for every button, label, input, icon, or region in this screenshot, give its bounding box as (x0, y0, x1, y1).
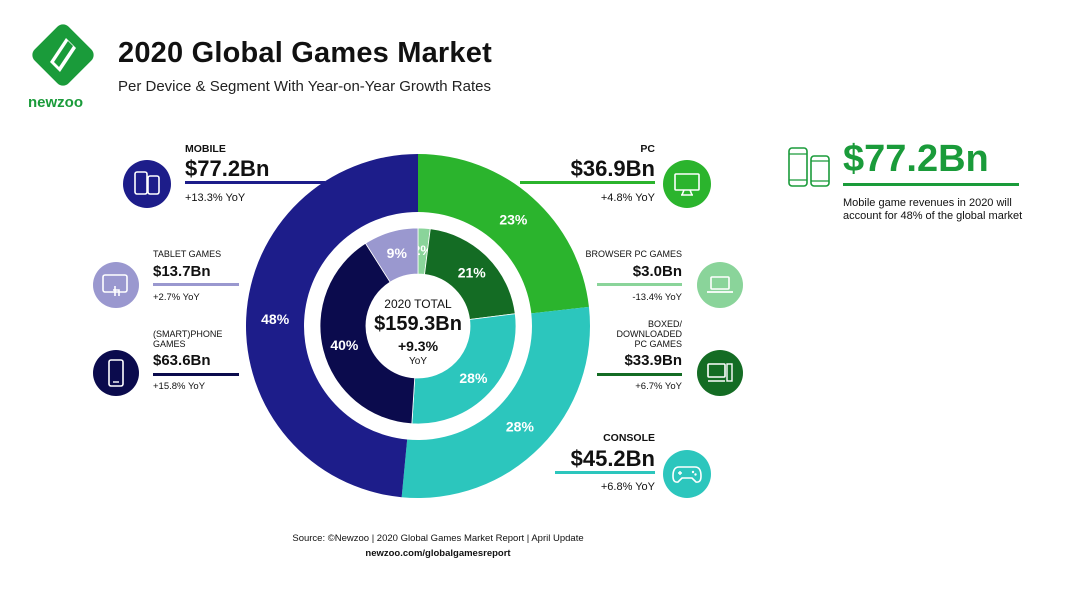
pc-label: PC (640, 143, 655, 155)
desktop-pc-icon (707, 363, 733, 382)
source-url: newzoo.com/globalgamesreport (365, 548, 511, 559)
mobile-value: $77.2Bn (185, 156, 270, 181)
monitor-icon (674, 173, 700, 196)
center-total-label: 2020 TOTAL (384, 297, 452, 311)
center-growth-value: +9.3% (397, 338, 439, 354)
outer-ring-slice-console (401, 306, 590, 498)
browser-value: $3.0Bn (632, 263, 682, 280)
console-value: $45.2Bn (570, 446, 655, 471)
boxed-label-line1: BOXED/ (647, 319, 682, 329)
smartphone-icon (108, 359, 124, 387)
boxed-label-line3: PC GAMES (634, 339, 682, 349)
tablet-label: TABLET GAMES (153, 249, 222, 259)
smartphone-leader-line (153, 373, 239, 376)
inner-ring-label--smart-phone-games: 40% (330, 337, 359, 353)
outer-ring-slice-mobile (246, 154, 418, 498)
mobile-yoy: +13.3% YoY (185, 192, 246, 204)
mobile-devices-icon (134, 171, 160, 195)
callout-text: Mobile game revenues in 2020 will accoun… (843, 197, 1023, 222)
outer-ring-label-pc: 23% (499, 211, 528, 227)
mobile-label: MOBILE (185, 143, 226, 155)
outer-ring-slice-pc (418, 154, 589, 314)
laptop-icon (707, 276, 733, 293)
inner-ring-label-boxed-downloaded-pc-games: 21% (458, 264, 487, 280)
console-label: CONSOLE (603, 432, 655, 444)
outer-ring-label-mobile: 48% (261, 311, 290, 327)
newzoo-logo (32, 24, 94, 86)
smartphone-yoy: +15.8% YoY (153, 381, 206, 392)
smartphone-icon-circle (93, 350, 139, 396)
inner-ring-label-console: 28% (459, 370, 488, 386)
console-icon-circle (663, 450, 711, 498)
boxed-label-line2: DOWNLOADED (616, 329, 682, 339)
callout-value: $77.2Bn (843, 138, 989, 180)
browser-icon-circle (697, 262, 743, 308)
pc-value: $36.9Bn (570, 156, 655, 181)
outer-ring-label-console: 28% (506, 418, 535, 434)
boxed-value: $33.9Bn (624, 352, 682, 369)
donut-center (366, 274, 470, 378)
source-note: Source: ©Newzoo | 2020 Global Games Mark… (292, 533, 584, 544)
tablet-icon (102, 274, 128, 296)
smartphone-label-line1: (SMART)PHONE (153, 329, 223, 339)
brand-name: newzoo (28, 94, 83, 111)
browser-label: BROWSER PC GAMES (585, 249, 682, 259)
tablet-value: $13.7Bn (153, 263, 211, 280)
pc-icon-circle (663, 160, 711, 208)
console-leader-line (555, 471, 655, 474)
mobile-icon-circle (123, 160, 171, 208)
smartphone-label-line2: GAMES (153, 339, 186, 349)
tablet-icon-circle (93, 262, 139, 308)
pc-yoy: +4.8% YoY (600, 192, 655, 204)
browser-leader-line (597, 283, 682, 286)
browser-yoy: -13.4% YoY (632, 292, 682, 303)
boxed-yoy: +6.7% YoY (635, 381, 682, 392)
inner-ring-label-tablet-games: 9% (387, 245, 408, 261)
tablet-leader-line (153, 283, 239, 286)
center-growth-unit: YoY (409, 356, 427, 367)
page-title: 2020 Global Games Market (118, 37, 492, 69)
boxed-icon-circle (697, 350, 743, 396)
mobile-leader-line (185, 181, 325, 184)
page-subtitle: Per Device & Segment With Year-on-Year G… (118, 78, 491, 95)
callout-underline (843, 183, 1019, 186)
boxed-leader-line (597, 373, 682, 376)
tablet-yoy: +2.7% YoY (153, 292, 200, 303)
smartphone-value: $63.6Bn (153, 352, 211, 369)
console-yoy: +6.8% YoY (600, 481, 655, 493)
pc-leader-line (520, 181, 655, 184)
center-total-value: $159.3Bn (374, 313, 462, 335)
mobile-devices-icon (788, 147, 830, 187)
gamepad-icon (672, 466, 702, 483)
